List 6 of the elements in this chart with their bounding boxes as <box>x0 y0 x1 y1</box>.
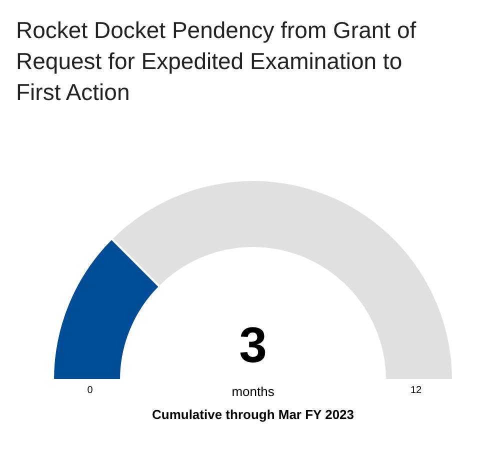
text: 12 <box>410 385 422 396</box>
text: 0 <box>87 385 94 396</box>
text: 3 <box>239 317 267 373</box>
text: Cumulative through Mar FY 2023 <box>152 407 354 422</box>
text: months <box>232 384 275 399</box>
chart-title: Rocket Docket Pendency from Grant of Request for Expedited Examination to First Action <box>16 17 417 105</box>
